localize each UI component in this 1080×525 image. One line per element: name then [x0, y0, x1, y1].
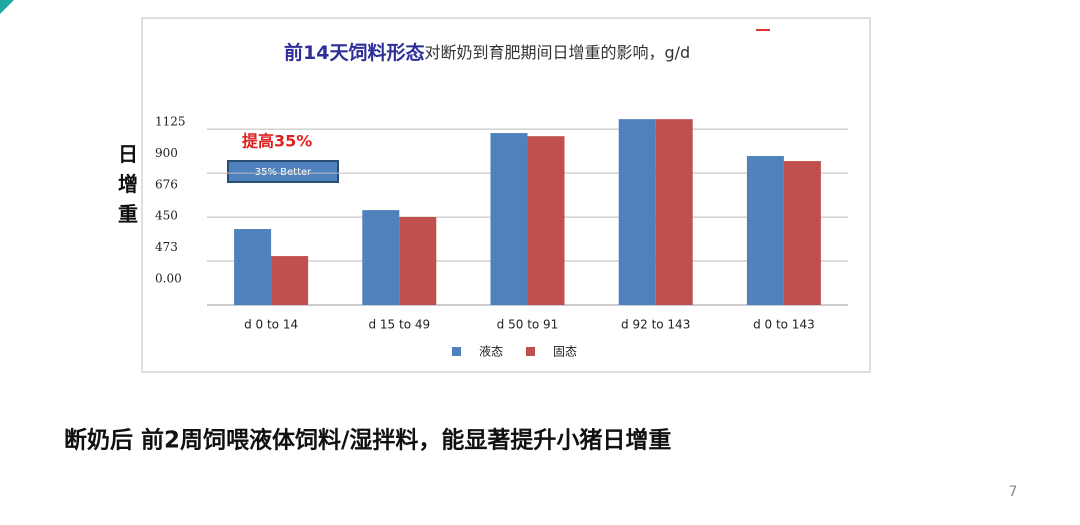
- y-axis-label: 日增重: [118, 142, 138, 226]
- bar: [362, 210, 400, 305]
- bar: [527, 136, 565, 305]
- legend-label: 固态: [553, 345, 577, 359]
- bar: [655, 119, 693, 305]
- annotation-box: [227, 160, 339, 183]
- bar: [271, 256, 309, 305]
- bar: [399, 217, 437, 305]
- chart-title: 前14天饲料形态对断奶到育肥期间日增重的影响，g/d: [284, 41, 690, 64]
- bar: [783, 161, 821, 305]
- x-tick-label: d 15 to 49: [368, 318, 430, 332]
- title-bold: 前14天饲料形态: [284, 41, 424, 64]
- annotation-box-text: 35% Better: [255, 167, 312, 178]
- corner-mark: [0, 0, 14, 14]
- legend-label: 液态: [479, 344, 503, 359]
- page-number: 7: [1009, 484, 1018, 500]
- y-tick-label: 900: [155, 146, 178, 160]
- y-tick-label: 0.00: [155, 272, 182, 286]
- x-tick-label: d 0 to 14: [244, 318, 298, 332]
- caption: 断奶后 前2周饲喂液体饲料/湿拌料，能显著提升小猪日增重: [64, 427, 671, 454]
- legend-swatch: [526, 347, 535, 356]
- bar: [618, 119, 656, 305]
- y-tick-label: 1125: [155, 115, 186, 129]
- bar: [746, 156, 784, 305]
- x-tick-label: d 0 to 143: [753, 318, 815, 332]
- bar: [234, 229, 272, 305]
- bar: [490, 133, 528, 305]
- x-tick-label: d 50 to 91: [497, 318, 559, 332]
- y-axis-label-char: 重: [118, 202, 138, 226]
- y-axis-label-char: 增: [118, 172, 138, 196]
- y-axis-label-char: 日: [118, 142, 138, 166]
- x-tick-label: d 92 to 143: [621, 318, 690, 332]
- annotation: 提高35%: [242, 132, 312, 151]
- legend-swatch: [452, 347, 461, 356]
- y-tick-label: 473: [155, 240, 178, 254]
- y-tick-label: 450: [155, 209, 178, 223]
- y-tick-label: 676: [155, 177, 178, 191]
- title-rest: 对断奶到育肥期间日增重的影响，g/d: [424, 43, 690, 62]
